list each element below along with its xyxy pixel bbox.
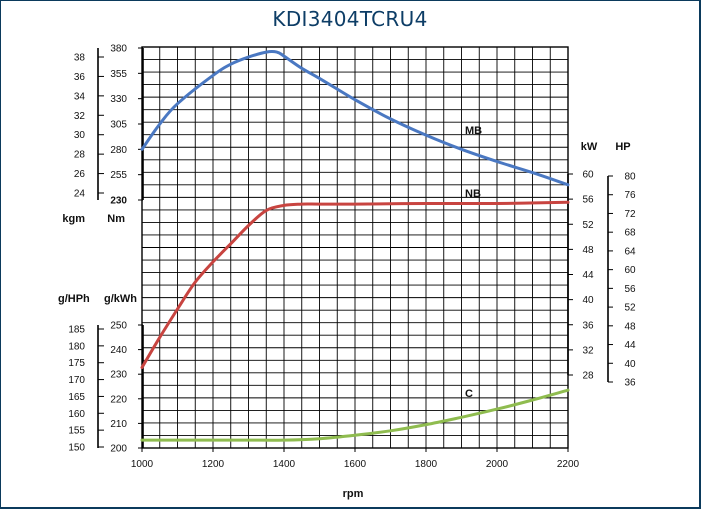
nm-tick-label: 255 [110,170,127,181]
kw-tick-label: 36 [582,320,594,331]
hp-tick-label: 44 [624,340,636,351]
nm-tick-label: 305 [110,120,127,131]
kw-tick-label: 44 [582,270,594,281]
kgm-tick-label: 34 [74,91,86,102]
hp-tick-label: 52 [624,303,636,314]
hp-tick-label: 80 [624,172,636,183]
hp-axis-label: HP [615,141,630,153]
g-hph-tick-label: 180 [68,341,85,352]
nm-tick-label: 280 [110,145,127,156]
g-kwh-tick-label: 240 [110,345,127,356]
series-label-mb: MB [465,125,482,137]
kgm-tick-label: 24 [74,189,86,200]
g-hph-tick-label: 185 [68,325,85,336]
hp-tick-label: 76 [624,190,636,201]
series-label-nb: NB [465,188,481,200]
kgm-tick-label: 32 [74,111,86,122]
x-tick-label: 1800 [415,459,438,470]
hp-tick-label: 56 [624,284,636,295]
hp-tick-label: 48 [624,321,636,332]
kgm-tick-label: 28 [74,150,86,161]
hp-tick-label: 60 [624,265,636,276]
nm-axis-label: Nm [107,213,125,225]
hp-tick-label: 68 [624,228,636,239]
g-kwh-tick-label: 200 [110,444,127,455]
kw-tick-label: 40 [582,295,594,306]
chart-title: KDI3404TCRU4 [272,7,428,31]
hp-tick-label: 36 [624,378,636,389]
kw-tick-label: 28 [582,371,594,382]
nm-tick-label: 230 [110,196,127,207]
g-hph-axis-label: g/HPh [58,293,90,305]
kgm-axis-label: kgm [62,213,85,225]
kgm-tick-label: 26 [74,169,86,180]
nm-tick-label: 330 [110,94,127,105]
kgm-tick-label: 30 [74,130,86,141]
g-hph-tick-label: 150 [68,443,85,454]
kgm-tick-label: 36 [74,72,86,83]
x-tick-label: 2000 [486,459,509,470]
g-hph-tick-label: 155 [68,426,85,437]
x-tick-label: 1600 [344,459,367,470]
kw-tick-label: 56 [582,195,594,206]
kw-tick-label: 60 [582,170,594,181]
g-kwh-axis-label: g/kWh [104,293,137,305]
nm-tick-label: 355 [110,69,127,80]
g-kwh-tick-label: 210 [110,419,127,430]
series-line-nb [140,200,570,369]
g-hph-tick-label: 170 [68,375,85,386]
g-hph-tick-label: 165 [68,392,85,403]
kw-tick-label: 52 [582,220,594,231]
x-tick-label: 1200 [202,459,225,470]
nm-tick-label: 380 [110,44,127,55]
hp-tick-label: 72 [624,209,636,220]
hp-tick-label: 64 [624,246,636,257]
series-line-c [140,388,570,442]
x-tick-label: 2200 [557,459,580,470]
kgm-tick-label: 38 [74,53,86,64]
g-kwh-tick-label: 250 [110,321,127,332]
x-tick-label: 1400 [273,459,296,470]
kw-axis-label: kW [581,141,598,153]
kw-tick-label: 48 [582,245,594,256]
kw-tick-label: 32 [582,345,594,356]
series-label-c: C [465,388,473,400]
g-hph-tick-label: 175 [68,358,85,369]
series-line-mb [140,50,570,187]
g-kwh-tick-label: 220 [110,394,127,405]
g-kwh-tick-label: 230 [110,370,127,381]
x-tick-label: 1000 [131,459,154,470]
g-hph-tick-label: 160 [68,409,85,420]
x-axis-label: rpm [343,488,364,500]
hp-tick-label: 40 [624,359,636,370]
